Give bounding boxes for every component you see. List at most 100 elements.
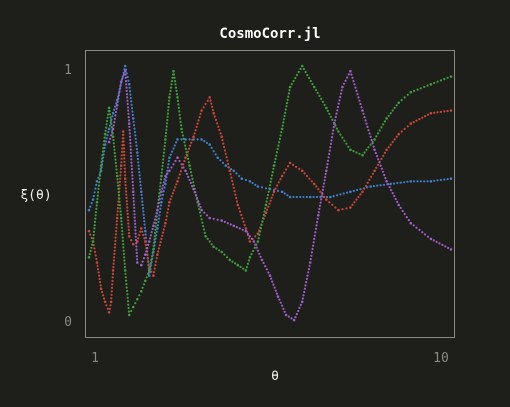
series-dot [235,226,238,229]
series-dot [328,112,331,115]
series-dot [439,178,442,182]
series-dot [387,146,390,149]
series-dot [131,180,134,184]
series-dot [115,223,118,226]
data-point [176,180,179,183]
series-dot [222,142,225,145]
series-dot [264,187,268,190]
series-dot [314,227,318,230]
data-point [341,85,344,89]
series-dot [347,73,350,76]
series-dot [178,159,181,163]
series-dot [129,151,132,154]
data-point [127,235,131,238]
series-dot [241,217,244,220]
data-point [107,106,111,110]
series-dot [360,106,363,109]
series-dot [262,217,265,220]
data-point [220,219,223,222]
series-dot [198,208,201,211]
series-dot [436,111,439,114]
series-dot [415,226,418,229]
series-dot [155,212,158,215]
data-point [232,224,236,228]
series-dot [127,219,130,222]
series-dot [405,216,408,219]
data-point [228,169,232,173]
series-dot [146,247,149,250]
data-point [111,135,115,138]
series-dot [223,253,226,256]
series-dot [329,115,332,118]
series-dot [142,257,146,260]
series-dot [133,219,136,222]
series-dot [284,111,287,114]
series-dot [352,150,355,153]
series-dot [111,272,114,275]
series-dot [130,161,133,164]
series-dot [446,109,449,113]
series-dot [181,131,184,134]
series-dot [286,98,289,101]
series-dot [166,115,169,118]
data-point [220,135,223,138]
series-dot [270,196,273,199]
series-dot [184,144,187,147]
series-dot [206,99,209,102]
series-dot [167,163,170,166]
series-dot [406,93,409,96]
series-dot [350,73,353,76]
series-dot [133,216,136,219]
series-dot [159,181,162,184]
series-dot [305,195,308,199]
data-point [152,224,155,228]
data-point [256,185,260,188]
series-dot [169,89,172,92]
series-dot [179,170,182,173]
series-dot [107,130,110,134]
series-dot [146,253,149,256]
series-dot [163,225,166,228]
series-dot [180,138,183,141]
series-dot [268,187,271,190]
series-dot [156,224,159,227]
data-point [172,69,175,73]
series-dot [139,187,143,190]
series-dot [352,189,355,192]
series-dot [112,138,115,142]
series-dot [126,212,129,215]
series-dot [346,191,349,194]
series-dot [144,233,147,236]
series-dot [115,171,118,174]
series-dot [157,217,160,220]
series-dot [305,281,308,284]
series-dot [140,197,144,200]
series-dot [208,240,211,243]
series-dot [226,256,229,259]
series-dot [149,234,152,237]
series-dot [270,277,273,280]
series-dot [231,183,235,186]
series-0 [87,64,453,277]
data-point [325,169,328,173]
series-dot [89,205,92,208]
series-dot [273,286,276,289]
series-dot [301,297,304,300]
series-dot [319,190,322,193]
series-dot [119,210,122,213]
series-dot [93,191,96,194]
series-dot [196,138,199,141]
series-dot [122,73,125,76]
data-point [409,180,413,183]
series-dot [140,193,143,197]
series-dot [108,307,111,310]
series-dot [108,113,112,116]
series-dot [316,91,319,94]
series-dot [353,83,356,86]
series-dot [219,159,222,162]
series-dot [334,124,337,127]
series-dot [130,168,133,171]
data-point [300,169,304,173]
series-dot [259,230,262,233]
